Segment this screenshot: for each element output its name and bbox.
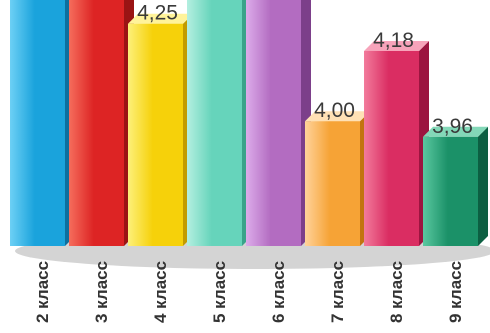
value-label-3: 4,25 [137,2,178,25]
value-labels-layer: 4,324,464,254,454,454,004,183,96 [137,2,473,138]
category-label-6: 7 класс [328,261,347,323]
category-label-4: 5 класс [210,261,229,323]
bar-2 [69,0,134,247]
bar-4 [187,0,252,246]
value-label-6: 4,00 [314,99,355,122]
value-label-8: 3,96 [432,115,473,138]
category-label-1: 2 класс [33,261,52,323]
bar-front-face [423,136,478,246]
bar-front-face [305,121,360,246]
category-label-7: 8 класс [387,261,406,323]
bar-1 [10,0,75,247]
bar-front-face [364,51,419,246]
bar-top-face [305,111,370,122]
bar-front-face [69,0,124,247]
bar-front-face [246,0,301,246]
bar-6 [305,111,370,246]
category-label-2: 3 класс [92,261,111,323]
bars-layer [10,0,488,247]
category-label-3: 4 класс [151,261,170,323]
bar-7 [364,41,429,246]
category-label-8: 9 класс [446,261,465,323]
bar-top-face [423,126,488,137]
bar-front-face [10,0,65,247]
category-label-5: 6 класс [269,261,288,323]
bar-front-face [187,0,242,246]
bar-side-face [478,126,488,246]
bar-5 [246,0,311,246]
bar-front-face [128,23,183,247]
category-labels-layer: 2 класс 3 класс 4 класс 5 класс 6 класс 7 кла… [33,261,465,323]
bar-8 [423,126,488,246]
bar-top-face [128,13,193,24]
bar-3 [128,13,193,247]
value-label-7: 4,18 [373,29,414,52]
bar-top-face [364,41,429,51]
